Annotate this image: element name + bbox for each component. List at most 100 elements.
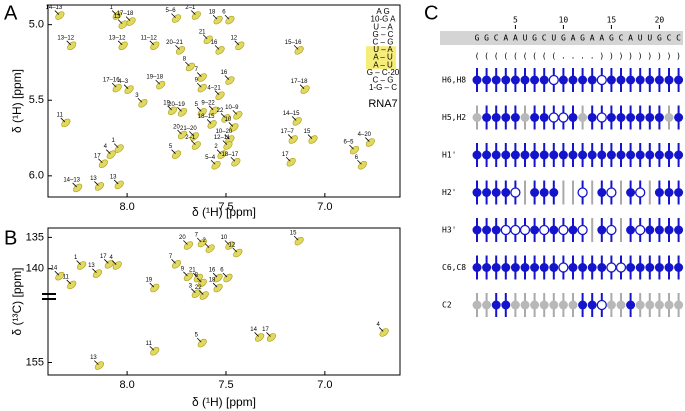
peak-label: 4–21 [207,85,221,91]
peak-leader [216,149,222,154]
peak-label: 14 [250,327,257,333]
peak-label: 14 [51,266,58,272]
cell-dot [500,224,511,236]
cell-dot [674,75,684,85]
peak-label: 16 [209,268,216,274]
peak-label: 6–5 [344,140,355,146]
cell-dot [530,188,540,197]
peak-label: 20–19 [168,102,185,108]
cell-dot [654,75,664,85]
peak-leader [185,61,190,67]
cell-dot [626,263,636,272]
column-number: 20 [655,16,665,25]
x-tick-label: 8.0 [119,201,134,213]
peak-leader [212,14,218,20]
peak-leader [113,179,119,185]
peak-label: 19 [145,278,152,284]
peak-label: 18–17 [222,152,239,158]
peak-leader [125,16,131,21]
cell-dot [520,263,530,272]
cell-dot [578,300,588,310]
cell-dot [587,113,597,122]
peak-leader [72,182,77,188]
cell-dot [482,150,492,160]
peak-leader [204,243,210,248]
peak-label: 10 [225,117,232,123]
structure-symbol: . [590,52,595,61]
nucleotide: G [561,34,566,43]
cell-dot [654,150,664,160]
structure-symbol: ) [676,52,681,61]
cell-dot [520,150,530,160]
cell-dot [626,150,636,160]
y-tick-label: 140 [26,263,44,275]
cell-dot [606,262,617,273]
structure-symbol: ( [532,52,537,61]
peak-leader [76,260,81,265]
nucleotide: G [484,34,489,43]
cell-dot [654,300,664,310]
cell-dot [482,300,492,310]
cell-dot [548,74,559,86]
cell-dot [674,113,684,122]
peak-leader [291,116,297,121]
cell-dot [530,263,540,272]
row-label: H6,H8 [442,76,466,85]
peak-leader [92,268,97,273]
cell-dot [530,300,540,310]
cell-dot [626,188,636,197]
peak-label: 21–20 [180,126,197,132]
peak-leader [183,240,188,245]
column-number: 15 [607,16,617,25]
cell-dot [654,225,664,235]
cell-dot [674,188,684,197]
peak-leader [171,149,176,154]
peak-label: 13–12 [57,35,74,41]
peak-label: 17–18 [117,11,134,17]
cell-dot [501,300,511,310]
cell-dot [596,112,607,123]
peak-label: 2–1 [185,135,196,141]
peak-label: 5 [195,333,199,339]
peak-label: 17 [282,152,289,158]
peak-leader [224,75,230,80]
nucleotide: A [599,34,604,43]
cell-dot [587,300,597,310]
cell-dot [616,75,626,85]
cell-dot [664,188,674,197]
peak-leader [177,129,182,135]
peak-label: 7 [195,67,199,73]
inset-row: G – C [373,30,394,39]
cell-dot [501,263,511,272]
structure-symbol: ) [657,52,662,61]
nucleotide: G [475,34,480,43]
structure-symbol: . [571,52,576,61]
peak-leader [220,113,226,118]
peak-leader [54,10,60,15]
row-label: H1' [442,151,456,160]
peak-label: 10 [221,235,228,241]
cell-dot [510,75,520,85]
peak-leader [357,159,362,165]
peak-label: 12 [228,243,235,249]
peak-label: 11 [63,275,70,281]
structure-symbol: ( [475,52,480,61]
peak-leader [98,158,103,164]
cell-dot [491,225,501,235]
peak-leader [171,13,176,18]
cell-dot [510,224,521,236]
cell-dot [530,225,540,235]
peak-label: 20 [179,235,186,241]
nucleotide: U [551,34,556,43]
peak-leader [299,84,305,89]
structure-symbol: ) [609,52,614,61]
peak-leader [378,327,384,332]
inset-row: U – A [373,45,393,54]
cell-dot [519,224,531,236]
peak-label: 18 [209,278,216,284]
peak-label: 19–18 [146,75,163,81]
cell-dot [558,224,569,236]
nucleotide: C [619,34,624,43]
cell-dot [645,75,655,85]
